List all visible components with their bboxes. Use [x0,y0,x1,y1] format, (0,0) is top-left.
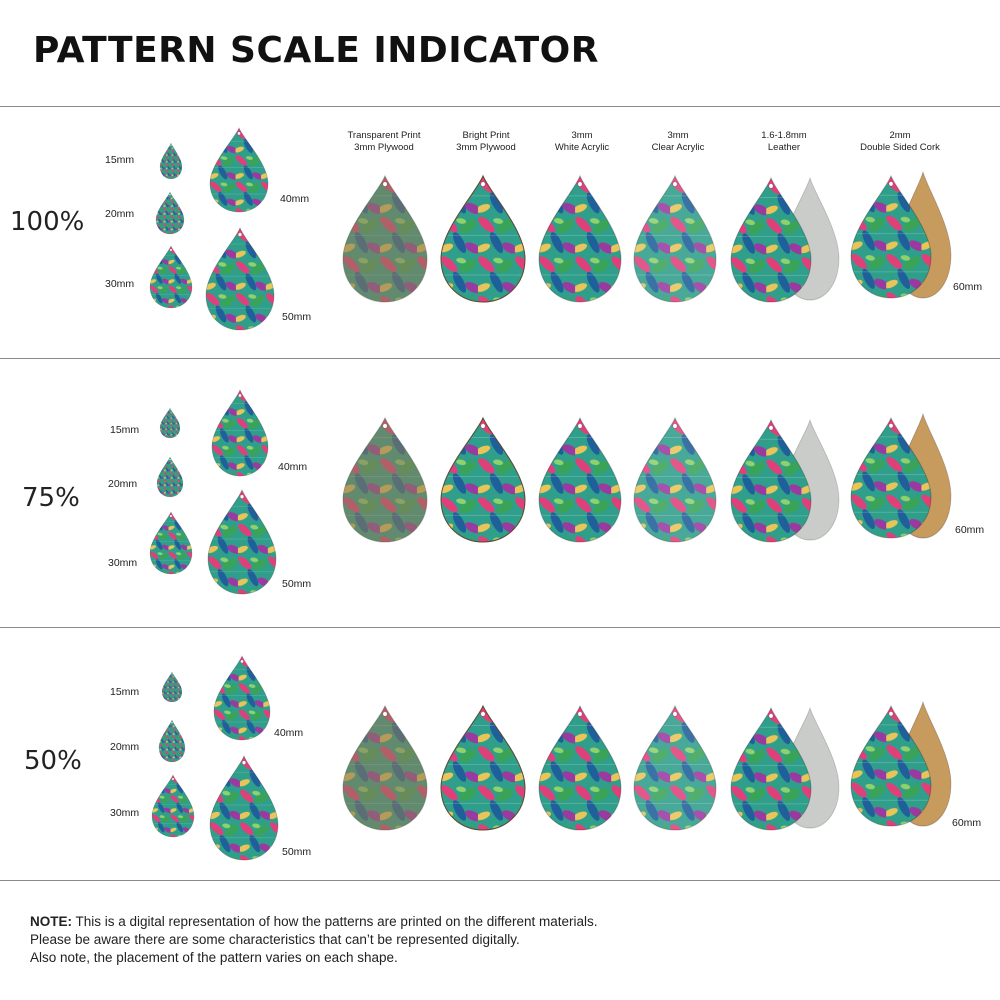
size-label: 30mm [110,807,140,819]
note-label: NOTE: [30,914,72,929]
size-sample-drop [151,774,195,838]
material-header: 3mm White Acrylic [522,130,642,154]
plywood-transparent-drop [342,416,428,543]
white-acrylic-drop [538,704,622,831]
material-header-line: 3mm Plywood [354,142,414,153]
size-sample-drop [211,389,269,477]
plywood-bright-drop [440,704,526,831]
material-header-line: Double Sided Cork [860,142,940,153]
plywood-transparent-drop [342,704,428,831]
material-header-line: Bright Print [462,130,510,141]
size-sample-drop [209,754,279,861]
note-line-1: NOTE: This is a digital representation o… [30,913,970,931]
size-label: 40mm [274,727,304,739]
size-sample-drop [209,127,269,213]
plywood-transparent-drop [342,174,428,303]
white-acrylic-drop [538,416,622,543]
leather-front-drop [730,418,812,543]
note-line-3: Also note, the placement of the pattern … [30,950,398,965]
size-label: 60mm [953,281,983,293]
material-header: Bright Print 3mm Plywood [426,130,546,154]
plywood-bright-drop [440,174,526,303]
material-header: 1.6-1.8mm Leather [724,130,844,154]
cork-front-drop [850,704,932,827]
size-sample-drop [205,226,275,331]
material-header-line: 3mm Plywood [456,142,516,153]
size-sample-drop [156,456,184,498]
leather-front-drop [730,176,812,303]
size-sample-drop [159,142,183,180]
material-header-line: 3mm [571,130,593,141]
size-label: 20mm [108,478,138,490]
size-sample-drop [159,407,181,439]
divider [0,627,1000,628]
size-sample-drop [155,191,185,235]
scale-label: 50% [24,746,82,776]
divider [0,106,1000,107]
plywood-bright-drop [440,416,526,543]
size-label: 60mm [955,524,985,536]
divider [0,880,1000,881]
material-header-line: 2mm [889,130,911,141]
divider [0,358,1000,359]
white-acrylic-drop [538,174,622,303]
size-label: 50mm [282,846,312,858]
material-header-line: Leather [767,142,801,153]
material-header-line: Transparent Print [347,130,421,141]
size-sample-drop [161,671,183,703]
clear-acrylic-drop [633,704,717,831]
material-header-line: 3mm [667,130,689,141]
material-header-line: Clear Acrylic [651,142,705,153]
size-label: 30mm [108,557,138,569]
leather-front-drop [730,706,812,831]
clear-acrylic-drop [633,416,717,543]
size-label: 60mm [952,817,982,829]
note-line-2: Please be aware there are some character… [30,932,520,947]
material-header: Transparent Print 3mm Plywood [324,130,444,154]
material-header: 3mm Clear Acrylic [618,130,738,154]
size-label: 40mm [278,461,308,473]
clear-acrylic-drop [633,174,717,303]
size-sample-drop [149,511,193,575]
size-sample-drop [149,245,193,309]
material-header: 2mm Double Sided Cork [840,130,960,154]
size-label: 15mm [110,686,140,698]
note-text: This is a digital representation of how … [72,914,598,929]
cork-front-drop [850,416,932,539]
size-label: 15mm [105,154,135,166]
size-label: 15mm [110,424,140,436]
scale-label: 100% [10,207,85,237]
size-sample-drop [207,488,277,595]
size-label: 20mm [105,208,135,220]
scale-label: 75% [22,483,80,513]
size-label: 30mm [105,278,135,290]
size-label: 50mm [282,578,312,590]
material-header-line: 1.6-1.8mm [761,130,807,141]
material-header-line: White Acrylic [554,142,610,153]
size-label: 50mm [282,311,312,323]
size-label: 40mm [280,193,310,205]
note-block: NOTE: This is a digital representation o… [30,913,970,967]
cork-front-drop [850,174,932,299]
page-title: PATTERN SCALE INDICATOR [33,30,600,71]
size-sample-drop [158,719,186,763]
size-label: 20mm [110,741,140,753]
size-sample-drop [213,655,271,741]
